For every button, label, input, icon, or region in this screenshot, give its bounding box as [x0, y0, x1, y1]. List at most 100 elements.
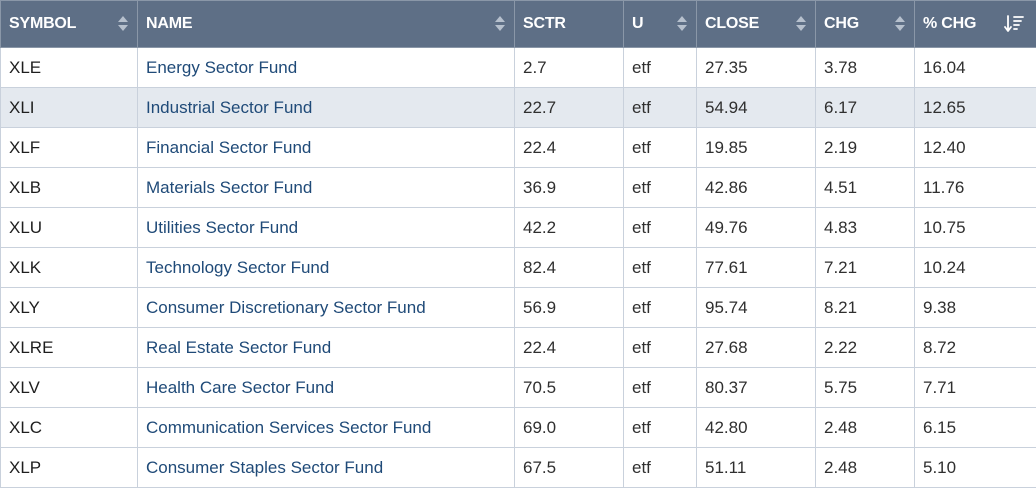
table-row: XLP Consumer Staples Sector Fund 67.5 et…	[0, 447, 1036, 488]
chg-cell: 4.51	[815, 167, 915, 208]
symbol-cell[interactable]: XLU	[0, 207, 138, 248]
table-body: XLE Energy Sector Fund 2.7 etf 27.35 3.7…	[0, 47, 1036, 488]
symbol-cell[interactable]: XLI	[0, 87, 138, 128]
column-header-symbol[interactable]: SYMBOL	[0, 0, 138, 48]
pct-chg-cell: 10.24	[914, 247, 1036, 288]
symbol-cell[interactable]: XLP	[0, 447, 138, 488]
table-row: XLK Technology Sector Fund 82.4 etf 77.6…	[0, 247, 1036, 288]
sctr-cell: 22.4	[514, 327, 624, 368]
name-cell: Utilities Sector Fund	[137, 207, 515, 248]
column-label: SCTR	[523, 15, 566, 32]
sctr-cell: 56.9	[514, 287, 624, 328]
u-cell: etf	[623, 367, 697, 408]
symbol-cell[interactable]: XLF	[0, 127, 138, 168]
u-cell: etf	[623, 127, 697, 168]
column-header-name[interactable]: NAME	[137, 0, 515, 48]
table-row: XLC Communication Services Sector Fund 6…	[0, 407, 1036, 448]
name-cell: Technology Sector Fund	[137, 247, 515, 288]
table-row: XLU Utilities Sector Fund 42.2 etf 49.76…	[0, 207, 1036, 248]
chg-cell: 2.19	[815, 127, 915, 168]
sort-updown-icon[interactable]	[495, 16, 505, 32]
u-cell: etf	[623, 447, 697, 488]
table-row: XLRE Real Estate Sector Fund 22.4 etf 27…	[0, 327, 1036, 368]
name-cell: Communication Services Sector Fund	[137, 407, 515, 448]
sort-updown-icon[interactable]	[118, 16, 128, 32]
pct-chg-cell: 5.10	[914, 447, 1036, 488]
u-cell: etf	[623, 327, 697, 368]
name-cell: Energy Sector Fund	[137, 47, 515, 88]
symbol-cell[interactable]: XLRE	[0, 327, 138, 368]
column-label: U	[632, 15, 644, 32]
pct-chg-cell: 10.75	[914, 207, 1036, 248]
table-header: SYMBOL NAME SCTR U CLOSE CHG % CHG	[0, 0, 1036, 48]
fund-name-link[interactable]: Utilities Sector Fund	[146, 217, 299, 237]
pct-chg-cell: 9.38	[914, 287, 1036, 328]
pct-chg-cell: 12.65	[914, 87, 1036, 128]
symbol-cell[interactable]: XLY	[0, 287, 138, 328]
symbol-cell[interactable]: XLC	[0, 407, 138, 448]
pct-chg-cell: 8.72	[914, 327, 1036, 368]
u-cell: etf	[623, 247, 697, 288]
name-cell: Industrial Sector Fund	[137, 87, 515, 128]
close-cell: 42.80	[696, 407, 816, 448]
chg-cell: 8.21	[815, 287, 915, 328]
column-label: % CHG	[923, 15, 977, 32]
fund-name-link[interactable]: Technology Sector Fund	[146, 257, 330, 277]
name-cell: Financial Sector Fund	[137, 127, 515, 168]
sctr-cell: 22.4	[514, 127, 624, 168]
close-cell: 80.37	[696, 367, 816, 408]
close-cell: 27.68	[696, 327, 816, 368]
chg-cell: 5.75	[815, 367, 915, 408]
sctr-cell: 82.4	[514, 247, 624, 288]
fund-name-link[interactable]: Real Estate Sector Fund	[146, 337, 332, 357]
chg-cell: 4.83	[815, 207, 915, 248]
symbol-cell[interactable]: XLK	[0, 247, 138, 288]
sctr-cell: 69.0	[514, 407, 624, 448]
column-header-u[interactable]: U	[623, 0, 697, 48]
fund-name-link[interactable]: Energy Sector Fund	[146, 57, 298, 77]
name-cell: Materials Sector Fund	[137, 167, 515, 208]
sort-updown-icon[interactable]	[796, 16, 806, 32]
sctr-cell: 36.9	[514, 167, 624, 208]
fund-name-link[interactable]: Materials Sector Fund	[146, 177, 313, 197]
pct-chg-cell: 12.40	[914, 127, 1036, 168]
sort-updown-icon[interactable]	[677, 16, 687, 32]
close-cell: 49.76	[696, 207, 816, 248]
table-row: XLV Health Care Sector Fund 70.5 etf 80.…	[0, 367, 1036, 408]
column-header-pct-chg[interactable]: % CHG	[914, 0, 1036, 48]
symbol-cell[interactable]: XLB	[0, 167, 138, 208]
pct-chg-cell: 6.15	[914, 407, 1036, 448]
fund-name-link[interactable]: Industrial Sector Fund	[146, 97, 313, 117]
column-header-sctr[interactable]: SCTR	[514, 0, 624, 48]
sort-updown-icon[interactable]	[895, 16, 905, 32]
symbol-cell[interactable]: XLV	[0, 367, 138, 408]
column-header-chg[interactable]: CHG	[815, 0, 915, 48]
name-cell: Health Care Sector Fund	[137, 367, 515, 408]
fund-name-link[interactable]: Consumer Staples Sector Fund	[146, 457, 384, 477]
pct-chg-cell: 16.04	[914, 47, 1036, 88]
pct-chg-cell: 11.76	[914, 167, 1036, 208]
u-cell: etf	[623, 287, 697, 328]
close-cell: 77.61	[696, 247, 816, 288]
column-label: CHG	[824, 15, 859, 32]
sctr-cell: 67.5	[514, 447, 624, 488]
chg-cell: 2.22	[815, 327, 915, 368]
sort-descending-icon[interactable]	[1004, 15, 1024, 33]
fund-name-link[interactable]: Consumer Discretionary Sector Fund	[146, 297, 426, 317]
table-row: XLI Industrial Sector Fund 22.7 etf 54.9…	[0, 87, 1036, 128]
symbol-cell[interactable]: XLE	[0, 47, 138, 88]
sctr-cell: 22.7	[514, 87, 624, 128]
pct-chg-cell: 7.71	[914, 367, 1036, 408]
fund-name-link[interactable]: Financial Sector Fund	[146, 137, 312, 157]
sctr-cell: 2.7	[514, 47, 624, 88]
chg-cell: 3.78	[815, 47, 915, 88]
fund-name-link[interactable]: Health Care Sector Fund	[146, 377, 335, 397]
fund-name-link[interactable]: Communication Services Sector Fund	[146, 417, 432, 437]
close-cell: 19.85	[696, 127, 816, 168]
chg-cell: 6.17	[815, 87, 915, 128]
table-row: XLY Consumer Discretionary Sector Fund 5…	[0, 287, 1036, 328]
column-header-close[interactable]: CLOSE	[696, 0, 816, 48]
close-cell: 51.11	[696, 447, 816, 488]
column-label: NAME	[146, 15, 193, 32]
